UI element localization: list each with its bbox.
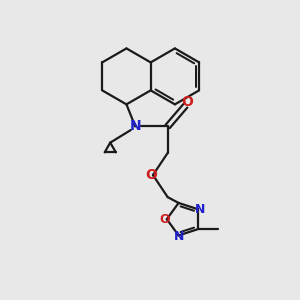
Text: O: O [159,213,170,226]
Text: N: N [173,230,184,243]
Text: N: N [195,203,205,216]
Text: O: O [181,95,193,109]
Text: N: N [130,119,141,134]
Text: O: O [146,168,158,182]
